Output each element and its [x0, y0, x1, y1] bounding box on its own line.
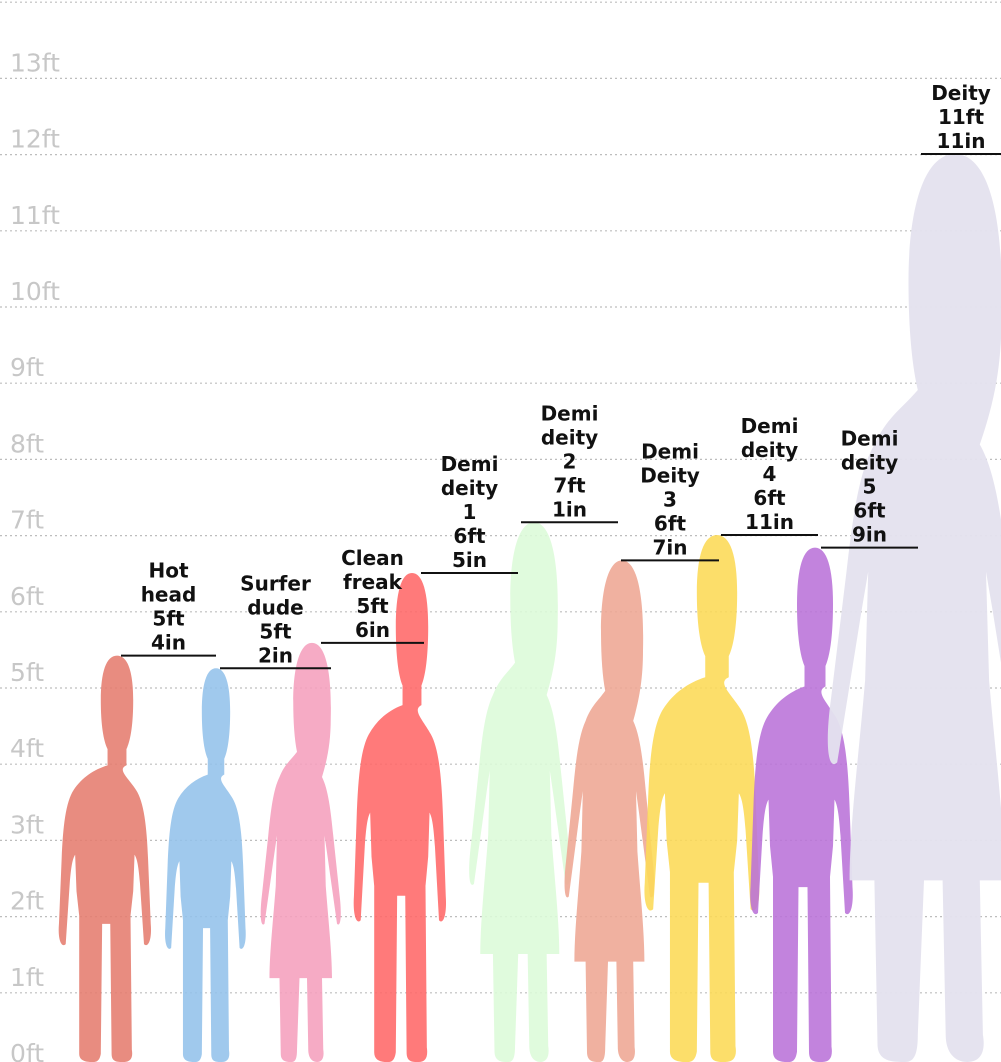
- y-tick-label: 10ft: [10, 277, 60, 306]
- y-axis-ticks: 0ft 1ft 2ft 3ft 4ft 5ft 6ft 7ft 8ft 9ft 10ft 11ft 12…: [10, 48, 60, 1062]
- height-labels: Hot head 5ft 4in Surfer dude 5ft 2in Clean freak 5…: [121, 81, 1001, 670]
- figure-label: Demi Deity 3 6ft 7in: [640, 439, 700, 559]
- y-tick-label: 8ft: [10, 429, 44, 458]
- y-tick-label: 1ft: [10, 963, 44, 992]
- figure-silhouette: [469, 522, 571, 1062]
- figure-silhouette: [260, 642, 341, 1062]
- figure-label: Hot head 5ft 4in: [141, 559, 197, 655]
- figure-silhouette: [750, 547, 853, 1062]
- figure-silhouette: [58, 655, 152, 1062]
- figure-silhouette: [827, 153, 1001, 1062]
- figure-label: Surfer dude 5ft 2in: [240, 571, 311, 667]
- y-tick-label: 3ft: [10, 810, 44, 839]
- figure-silhouette: [165, 668, 246, 1062]
- y-tick-label: 9ft: [10, 353, 44, 382]
- figure-label: Demi deity 4 6ft 11in: [741, 414, 799, 534]
- y-tick-label: 11ft: [10, 201, 60, 230]
- figures: [58, 153, 1001, 1062]
- figure-silhouette: [644, 534, 760, 1062]
- figure-silhouette: [564, 560, 655, 1062]
- figure-label: Clean freak 5ft 6in: [341, 546, 404, 642]
- figure-silhouette: [353, 573, 447, 1062]
- y-tick-label: 12ft: [10, 125, 60, 154]
- figure-label: Demi deity 1 6ft 5in: [441, 452, 499, 572]
- y-tick-label: 6ft: [10, 582, 44, 611]
- y-tick-label: 7ft: [10, 506, 44, 535]
- figure-label: Demi deity 5 6ft 9in: [841, 427, 899, 547]
- y-tick-label: 2ft: [10, 887, 44, 916]
- y-tick-label: 13ft: [10, 48, 60, 77]
- figure-label: Demi deity 2 7ft 1in: [541, 401, 599, 521]
- figure-label: Deity 11ft 11in: [931, 81, 991, 153]
- y-tick-label: 4ft: [10, 734, 44, 763]
- y-tick-label: 5ft: [10, 658, 44, 687]
- y-tick-label: 0ft: [10, 1039, 44, 1062]
